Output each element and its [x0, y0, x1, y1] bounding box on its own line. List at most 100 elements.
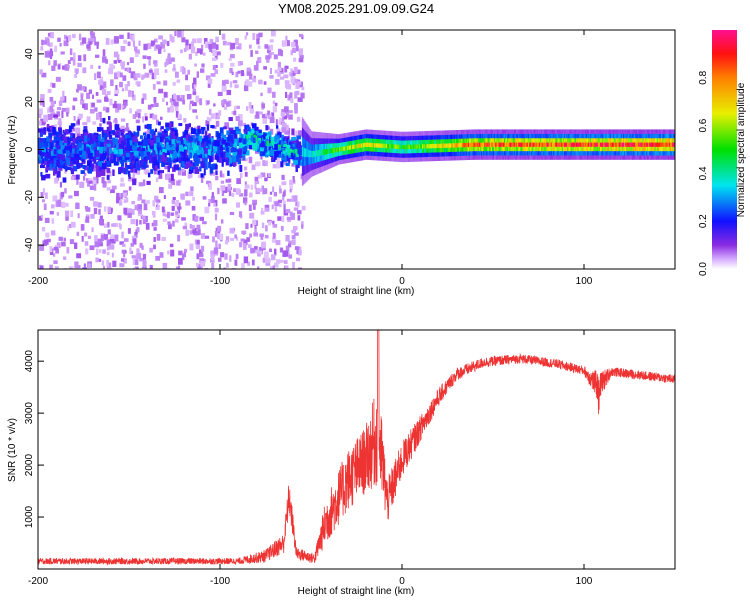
spectral-cell	[581, 138, 583, 143]
spectral-cell	[244, 171, 248, 177]
spectral-cell	[260, 210, 265, 215]
spectral-cell	[114, 138, 118, 145]
spectral-cell	[80, 99, 85, 105]
spectral-cell	[70, 125, 74, 130]
spectral-cell	[286, 124, 289, 131]
spectral-cell	[58, 128, 63, 135]
spectral-cell	[484, 155, 486, 160]
spectral-cell	[455, 130, 458, 135]
spectral-cell	[494, 142, 496, 147]
spectral-cell	[537, 150, 540, 156]
spectral-cell	[559, 150, 561, 156]
spectral-cell	[329, 158, 331, 164]
spectral-cell	[399, 135, 401, 141]
spectral-cell	[220, 173, 225, 178]
spectral-cell	[451, 147, 453, 152]
spectral-cell	[68, 125, 72, 133]
spectral-cell	[285, 150, 288, 155]
spectral-cell	[545, 138, 547, 143]
spectral-cell	[108, 148, 113, 154]
spectral-cell	[72, 138, 76, 143]
spectral-cell	[406, 144, 409, 150]
spectral-cell	[351, 144, 353, 150]
spectral-cell	[514, 138, 517, 143]
spectral-cell	[127, 41, 131, 47]
spectral-cell	[274, 150, 279, 158]
spectral-cell	[499, 129, 501, 134]
spectral-cell	[289, 185, 293, 191]
spectral-cell	[189, 160, 193, 166]
spectral-cell	[544, 142, 546, 147]
spectral-cell	[158, 187, 164, 194]
spectral-cell	[417, 139, 419, 145]
spectral-cell	[378, 156, 380, 161]
spectral-cell	[147, 172, 151, 178]
spectral-cell	[333, 161, 335, 167]
spectral-cell	[143, 156, 146, 161]
spectral-cell	[560, 129, 563, 134]
spectral-cell	[465, 155, 467, 161]
spectral-cell	[157, 170, 160, 175]
spectral-cell	[83, 263, 86, 269]
spectral-cell	[49, 137, 52, 144]
spectral-cell	[489, 150, 492, 156]
spectral-cell	[538, 129, 541, 134]
spectral-cell	[487, 155, 489, 160]
spectral-cell	[534, 155, 536, 160]
spectral-cell	[304, 156, 306, 166]
spectral-cell	[59, 140, 64, 146]
spectral-cell	[400, 140, 402, 145]
spectral-cell	[327, 143, 329, 149]
spectral-cell	[50, 230, 56, 236]
spectral-cell	[441, 134, 443, 140]
spectral-cell	[491, 146, 494, 152]
spectral-cell	[470, 151, 472, 156]
spectral-cell	[578, 150, 580, 156]
spectral-cell	[42, 40, 48, 45]
spectral-cell	[506, 129, 508, 134]
spectral-cell	[329, 148, 331, 154]
spectral-cell	[507, 133, 509, 139]
spectral-cell	[255, 129, 260, 135]
spectral-cell	[431, 156, 434, 162]
spectral-cell	[281, 109, 287, 114]
spectral-cell	[143, 132, 147, 136]
spectral-cell	[127, 228, 131, 234]
spectral-cell	[141, 199, 146, 204]
spectral-cell	[443, 143, 446, 148]
spectral-cell	[46, 126, 50, 132]
spectral-cell	[343, 137, 345, 143]
spectral-cell	[86, 160, 91, 167]
spectral-cell	[344, 141, 346, 147]
spectral-cell	[65, 150, 70, 157]
spectral-cell	[348, 149, 351, 155]
spectral-cell	[507, 138, 509, 143]
spectral-cell	[195, 95, 200, 103]
spectral-cell	[356, 135, 358, 140]
spectral-cell	[380, 147, 382, 153]
spectral-cell	[422, 144, 424, 149]
spectral-cell	[122, 143, 125, 150]
spectral-cell	[467, 142, 470, 148]
spectral-cell	[365, 129, 367, 135]
spectral-cell	[394, 135, 397, 141]
spectral-cell	[56, 165, 59, 173]
spectral-cell	[384, 134, 387, 140]
spectral-cell	[455, 155, 458, 161]
spectral-cell	[423, 139, 425, 145]
spectral-cell	[474, 150, 476, 156]
spectral-cell	[523, 138, 525, 143]
spectral-cell	[360, 138, 363, 144]
spectral-cell	[192, 162, 196, 166]
spectral-cell	[128, 146, 132, 150]
spectral-cell	[75, 174, 80, 180]
spectral-cell	[419, 139, 422, 145]
spectral-cell	[542, 138, 544, 143]
spectral-cell	[153, 143, 157, 151]
spectral-cell	[38, 142, 43, 149]
spectral-cell	[214, 144, 218, 152]
spectral-cell	[358, 152, 360, 157]
spectral-cell	[243, 166, 248, 171]
spectral-cell	[470, 129, 472, 135]
spectral-cell	[237, 165, 241, 170]
